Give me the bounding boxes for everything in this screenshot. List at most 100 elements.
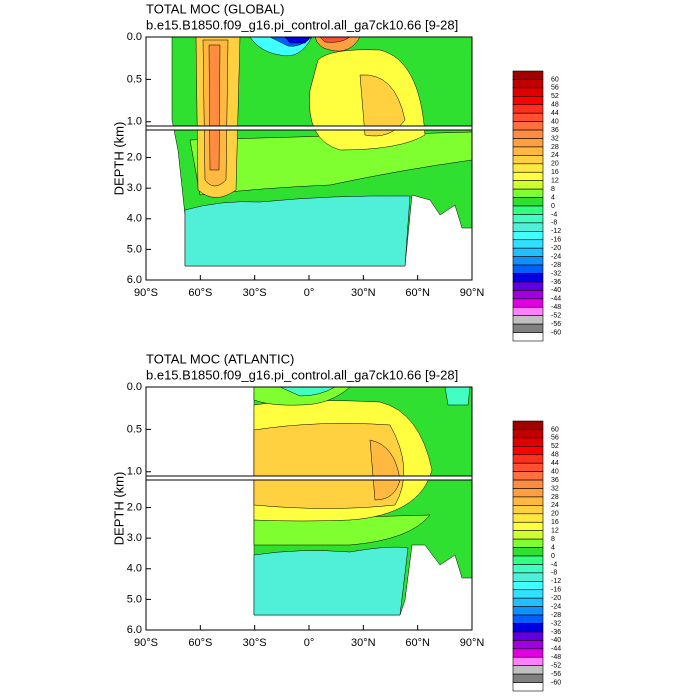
colorbar-label: 4 — [551, 194, 555, 201]
colorbar-box — [512, 446, 544, 456]
colorbar-box — [512, 231, 544, 241]
colorbar-box — [512, 656, 544, 666]
colorbar-box — [512, 521, 544, 531]
y-tick-label: 0.0 — [127, 31, 142, 43]
colorbar-label: -36 — [551, 629, 561, 636]
x-tick-label: 0° — [304, 637, 315, 649]
colorbar-box — [512, 273, 544, 283]
y-axis-label: DEPTH (km) — [111, 122, 126, 196]
colorbar-label: 40 — [551, 468, 559, 475]
colorbar-label: 20 — [551, 511, 559, 518]
colorbar-label: -32 — [551, 620, 561, 627]
colorbar-label: 52 — [551, 443, 559, 450]
colorbar-box — [512, 247, 544, 257]
colorbar-box — [512, 298, 544, 308]
x-tick-label: 30°S — [243, 637, 267, 649]
y-tick-label: 0.5 — [127, 423, 142, 435]
colorbar-label: -28 — [551, 612, 561, 619]
colorbar-label: 44 — [551, 110, 559, 117]
colorbar-label: -48 — [551, 654, 561, 661]
colorbar-label: 32 — [551, 485, 559, 492]
x-tick-label: 30°S — [243, 287, 267, 299]
colorbar-box — [512, 121, 544, 131]
colorbar-box — [512, 129, 544, 139]
colorbar-label: 36 — [551, 127, 559, 134]
colorbar-label: 48 — [551, 452, 559, 459]
colorbar-box — [512, 306, 544, 316]
colorbar-box — [512, 530, 544, 540]
colorbar-label: 16 — [551, 169, 559, 176]
colorbar-box — [512, 454, 544, 464]
colorbar-label: 8 — [551, 186, 555, 193]
colorbar-label: 36 — [551, 477, 559, 484]
colorbar-box — [512, 188, 544, 198]
colorbar-label: -24 — [551, 603, 561, 610]
colorbar-label: -16 — [551, 237, 561, 244]
colorbar-box — [512, 547, 544, 557]
colorbar-box — [512, 682, 544, 692]
axis-break — [145, 475, 473, 481]
colorbar-box — [512, 281, 544, 291]
y-tick-label: 5.0 — [127, 593, 142, 605]
colorbar-box — [512, 264, 544, 274]
colorbar-box — [512, 79, 544, 89]
colorbar-box — [512, 479, 544, 489]
colorbar-label: -16 — [551, 587, 561, 594]
y-tick-label: 0.5 — [127, 73, 142, 85]
colorbar-box — [512, 564, 544, 574]
colorbar-box — [512, 606, 544, 616]
colorbar-label: -48 — [551, 304, 561, 311]
colorbar-label: 28 — [551, 144, 559, 151]
x-tick-label: 90°N — [460, 287, 485, 299]
colorbar-label: -40 — [551, 287, 561, 294]
y-axis-label: DEPTH (km) — [111, 472, 126, 546]
colorbar-label: 56 — [551, 435, 559, 442]
colorbar-box — [512, 138, 544, 148]
colorbar-box — [512, 155, 544, 165]
colorbar-label: 60 — [551, 76, 559, 83]
y-tick-label: 5.0 — [127, 243, 142, 255]
colorbar-box — [512, 648, 544, 658]
colorbar-box — [512, 239, 544, 249]
colorbar-label: 48 — [551, 102, 559, 109]
x-tick-label: 0° — [304, 287, 315, 299]
colorbar-box — [512, 290, 544, 300]
colorbar-box — [512, 631, 544, 641]
colorbar-label: -8 — [551, 220, 557, 227]
colorbar-label: -52 — [551, 313, 561, 320]
x-tick-label: 90°N — [460, 637, 485, 649]
colorbar-label: -52 — [551, 663, 561, 670]
colorbar-box — [512, 222, 544, 232]
colorbar-label: 56 — [551, 85, 559, 92]
colorbar-label: 8 — [551, 536, 555, 543]
colorbar-label: 28 — [551, 494, 559, 501]
x-tick-label: 90°S — [134, 637, 158, 649]
colorbar-box — [512, 505, 544, 515]
colorbar-label: 24 — [551, 152, 559, 159]
colorbar-label: -44 — [551, 646, 561, 653]
colorbar-box — [512, 197, 544, 207]
colorbar-box — [512, 673, 544, 683]
colorbar-label: -12 — [551, 578, 561, 585]
colorbar-box — [512, 555, 544, 565]
colorbar-label: -24 — [551, 253, 561, 260]
x-tick-label: 60°S — [188, 287, 212, 299]
colorbar-box — [512, 87, 544, 97]
colorbar-box — [512, 589, 544, 599]
colorbar-label: -60 — [551, 329, 561, 336]
colorbar-label: -32 — [551, 270, 561, 277]
global-field — [171, 36, 473, 267]
colorbar-label: 12 — [551, 178, 559, 185]
y-tick-label: 2.0 — [127, 501, 142, 513]
colorbar-label: 24 — [551, 502, 559, 509]
colorbar-label: 16 — [551, 519, 559, 526]
y-tick-label: 4.0 — [127, 213, 142, 225]
colorbar-box — [512, 180, 544, 190]
colorbar-box — [512, 104, 544, 114]
y-tick-label: 1.0 — [127, 116, 142, 128]
colorbar-box — [512, 614, 544, 624]
colorbar-label: -20 — [551, 245, 561, 252]
colorbar-label: 12 — [551, 528, 559, 535]
colorbar-box — [512, 315, 544, 325]
